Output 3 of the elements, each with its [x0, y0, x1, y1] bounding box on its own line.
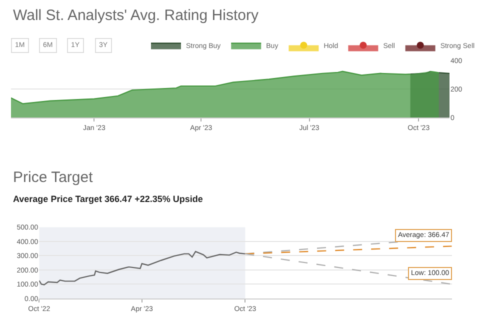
chart-title: Price Target — [13, 169, 94, 186]
chart-title: Wall St. Analysts' Avg. Rating History — [13, 7, 259, 24]
chart-subtitle: Average Price Target 366.47 +22.35% Upside — [13, 194, 203, 204]
